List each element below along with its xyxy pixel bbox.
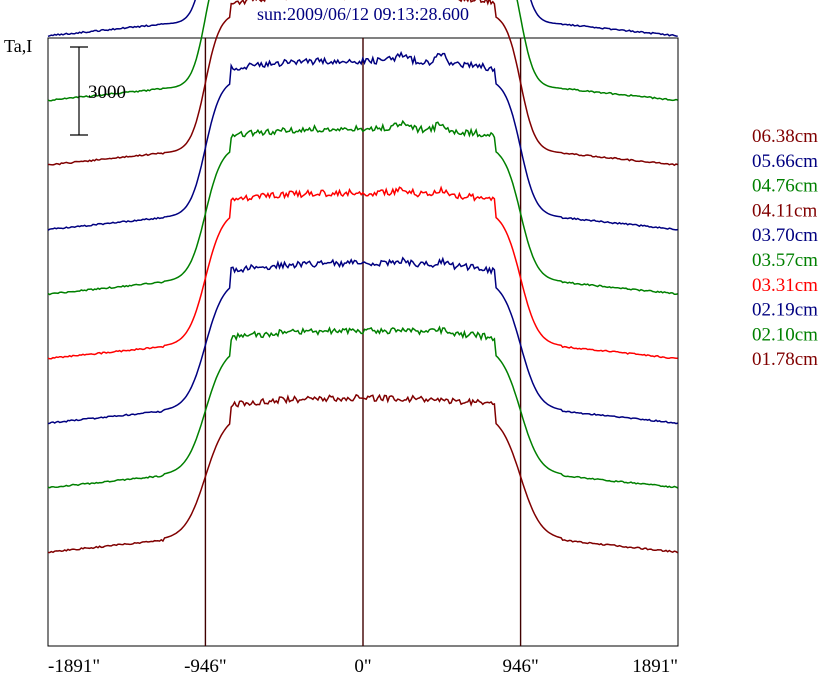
- legend-entry: 03.31cm: [752, 275, 818, 296]
- x-tick-label-3: 946": [502, 656, 538, 677]
- series-group: [47, 0, 679, 554]
- series-line-01.78cm: [48, 393, 679, 554]
- scale-bar-label: 3000: [88, 82, 126, 103]
- x-tick-label-4: 1891": [632, 656, 678, 677]
- legend: 06.38cm 05.66cm 04.76cm 04.11cm 03.70cm 03.57…: [752, 126, 818, 370]
- series-line-03.57cm: [47, 119, 678, 296]
- vertical-markers: [204, 38, 522, 646]
- x-tick-label-0: -1891": [48, 656, 100, 677]
- y-axis-label: Ta,I: [4, 36, 32, 56]
- chart-title: sun:2009/06/12 09:13:28.600: [257, 4, 469, 24]
- scale-bar: 3000: [70, 46, 126, 136]
- series-line-02.10cm: [47, 325, 679, 489]
- series-line-02.19cm: [47, 256, 678, 425]
- legend-entry: 03.57cm: [752, 250, 818, 271]
- x-tick-label-1: -946": [184, 656, 227, 677]
- legend-entry: 05.66cm: [752, 151, 818, 172]
- legend-entry: 06.38cm: [752, 126, 818, 147]
- x-tick-label-2: 0": [354, 656, 371, 677]
- legend-entry: 04.11cm: [752, 200, 817, 221]
- legend-entry: 01.78cm: [752, 349, 818, 370]
- series-line-04.76cm: [47, 0, 678, 102]
- legend-entry: 03.70cm: [752, 225, 818, 246]
- legend-entry: 02.19cm: [752, 300, 818, 321]
- series-line-03.70cm: [47, 50, 678, 231]
- legend-entry: 04.76cm: [752, 176, 818, 197]
- legend-entry: 02.10cm: [752, 324, 818, 345]
- x-tick-labels: -1891" -946" 0" 946" 1891": [48, 656, 678, 677]
- series-line-05.66cm: [47, 0, 678, 38]
- series-line-04.11cm: [48, 0, 678, 167]
- series-line-03.31cm: [47, 185, 678, 360]
